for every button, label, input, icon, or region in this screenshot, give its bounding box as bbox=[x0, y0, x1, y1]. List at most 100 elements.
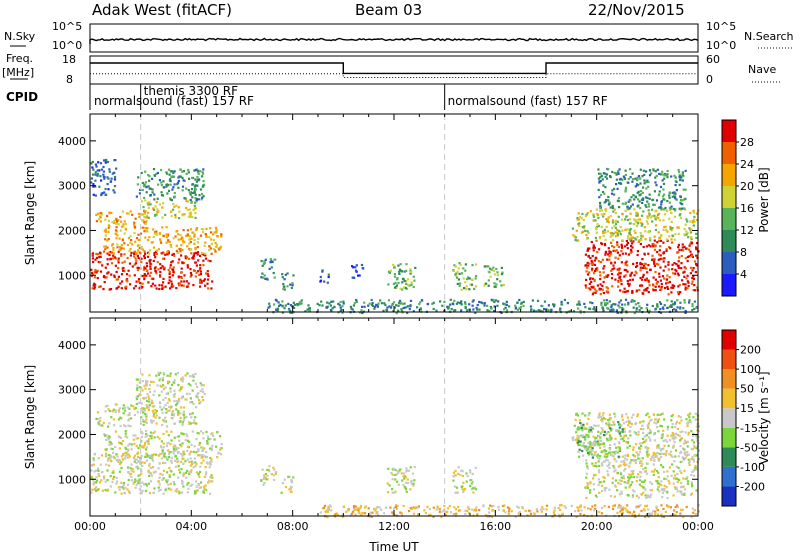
power-echo-cell bbox=[685, 230, 688, 233]
velocity-echo-cell bbox=[595, 495, 599, 498]
power-echo-cell bbox=[101, 264, 104, 267]
power-echo-cell bbox=[653, 214, 656, 217]
velocity-echo-cell bbox=[516, 505, 519, 508]
velocity-echo-cell bbox=[191, 389, 194, 392]
power-echo-cell bbox=[678, 176, 681, 179]
velocity-echo-cell bbox=[488, 511, 491, 514]
power-echo-cell bbox=[672, 207, 675, 211]
power-echo-cell bbox=[99, 270, 103, 273]
power-echo-cell bbox=[177, 206, 180, 209]
power-echo-cell bbox=[478, 308, 481, 311]
power-echo-cell bbox=[441, 304, 444, 307]
power-echo-cell bbox=[649, 236, 652, 240]
power-echo-cell bbox=[476, 303, 479, 307]
power-echo-cell bbox=[401, 281, 404, 284]
power-echo-cell bbox=[109, 257, 112, 260]
velocity-echo-cell bbox=[585, 459, 588, 462]
power-echo-cell bbox=[133, 221, 136, 224]
velocity-echo-cell bbox=[644, 488, 647, 491]
power-echo-cell bbox=[638, 288, 641, 292]
power-echo-cell bbox=[133, 287, 136, 290]
power-echo-cell bbox=[197, 172, 200, 175]
velocity-echo-cell bbox=[155, 409, 158, 413]
velocity-echo-cell bbox=[175, 488, 179, 491]
velocity-echo-cell bbox=[599, 446, 602, 449]
power-echo-cell bbox=[617, 285, 620, 288]
power-echo-cell bbox=[606, 302, 609, 305]
power-echo-cell bbox=[183, 274, 186, 277]
velocity-echo-cell bbox=[662, 515, 666, 518]
power-colorbar-tick-label: 16 bbox=[740, 202, 754, 215]
velocity-echo-cell bbox=[598, 481, 601, 484]
velocity-echo-cell bbox=[202, 490, 205, 493]
power-echo-cell bbox=[413, 279, 416, 282]
velocity-echo-cell bbox=[597, 430, 600, 433]
power-echo-cell bbox=[516, 308, 519, 311]
power-echo-cell bbox=[161, 194, 165, 197]
power-echo-cell bbox=[329, 309, 333, 312]
power-echo-cell bbox=[647, 230, 650, 234]
velocity-echo-cell bbox=[665, 478, 668, 481]
velocity-echo-cell bbox=[501, 504, 505, 508]
velocity-colorbar-label: Velocity [m s⁻¹] bbox=[757, 371, 771, 464]
power-echo-cell bbox=[187, 189, 190, 192]
nave-tick-top: 60 bbox=[706, 53, 720, 66]
power-echo-cell bbox=[140, 200, 143, 203]
power-echo-cell bbox=[680, 198, 683, 202]
power-echo-cell bbox=[617, 245, 620, 249]
power-echo-cell bbox=[677, 243, 680, 246]
power-echo-cell bbox=[196, 178, 200, 181]
power-echo-cell bbox=[186, 245, 189, 248]
power-echo-cell bbox=[152, 277, 155, 280]
power-echo-cell bbox=[196, 184, 199, 187]
velocity-echo-cell bbox=[204, 484, 207, 487]
velocity-echo-cell bbox=[206, 462, 209, 465]
power-echo-cell bbox=[460, 303, 463, 306]
power-echo-cell bbox=[178, 284, 181, 287]
power-echo-cell bbox=[401, 277, 405, 280]
power-echo-cell bbox=[586, 212, 589, 215]
power-echo-cell bbox=[607, 253, 610, 256]
velocity-echo-cell bbox=[273, 478, 276, 482]
velocity-echo-cell bbox=[452, 479, 455, 482]
power-echo-cell bbox=[204, 233, 208, 236]
power-echo-cell bbox=[281, 276, 284, 279]
power-echo-cell bbox=[149, 258, 152, 262]
power-echo-cell bbox=[189, 213, 192, 216]
velocity-echo-cell bbox=[120, 492, 123, 495]
velocity-echo-cell bbox=[446, 511, 449, 514]
velocity-echo-cell bbox=[441, 510, 444, 513]
velocity-echo-cell bbox=[162, 469, 165, 472]
velocity-echo-cell bbox=[203, 447, 206, 450]
power-echo-cell bbox=[165, 226, 168, 229]
power-echo-cell bbox=[182, 170, 185, 173]
velocity-echo-cell bbox=[633, 459, 636, 462]
velocity-echo-cell bbox=[603, 505, 606, 508]
velocity-echo-cell bbox=[153, 405, 156, 408]
velocity-echo-cell bbox=[679, 445, 682, 448]
velocity-echo-cell bbox=[476, 513, 479, 516]
velocity-echo-cell bbox=[469, 479, 472, 482]
velocity-echo-cell bbox=[400, 512, 403, 515]
velocity-echo-cell bbox=[153, 453, 156, 456]
power-echo-cell bbox=[682, 271, 685, 274]
power-echo-cell bbox=[107, 219, 110, 222]
velocity-echo-cell bbox=[168, 466, 171, 470]
power-echo-cell bbox=[653, 190, 656, 193]
velocity-echo-cell bbox=[590, 453, 594, 456]
power-echo-cell bbox=[676, 226, 679, 229]
velocity-echo-cell bbox=[619, 434, 622, 438]
velocity-echo-cell bbox=[613, 458, 616, 461]
power-echo-cell bbox=[609, 175, 612, 178]
velocity-echo-cell bbox=[119, 424, 122, 428]
power-echo-cell bbox=[274, 298, 277, 301]
velocity-echo-cell bbox=[194, 416, 197, 419]
velocity-echo-cell bbox=[180, 445, 183, 448]
velocity-echo-cell bbox=[666, 497, 669, 500]
power-echo-cell bbox=[624, 209, 627, 212]
velocity-echo-cell bbox=[690, 430, 693, 433]
power-echo-cell bbox=[143, 196, 146, 199]
power-echo-cell bbox=[662, 198, 665, 201]
velocity-echo-cell bbox=[210, 447, 214, 450]
velocity-echo-cell bbox=[180, 378, 183, 381]
